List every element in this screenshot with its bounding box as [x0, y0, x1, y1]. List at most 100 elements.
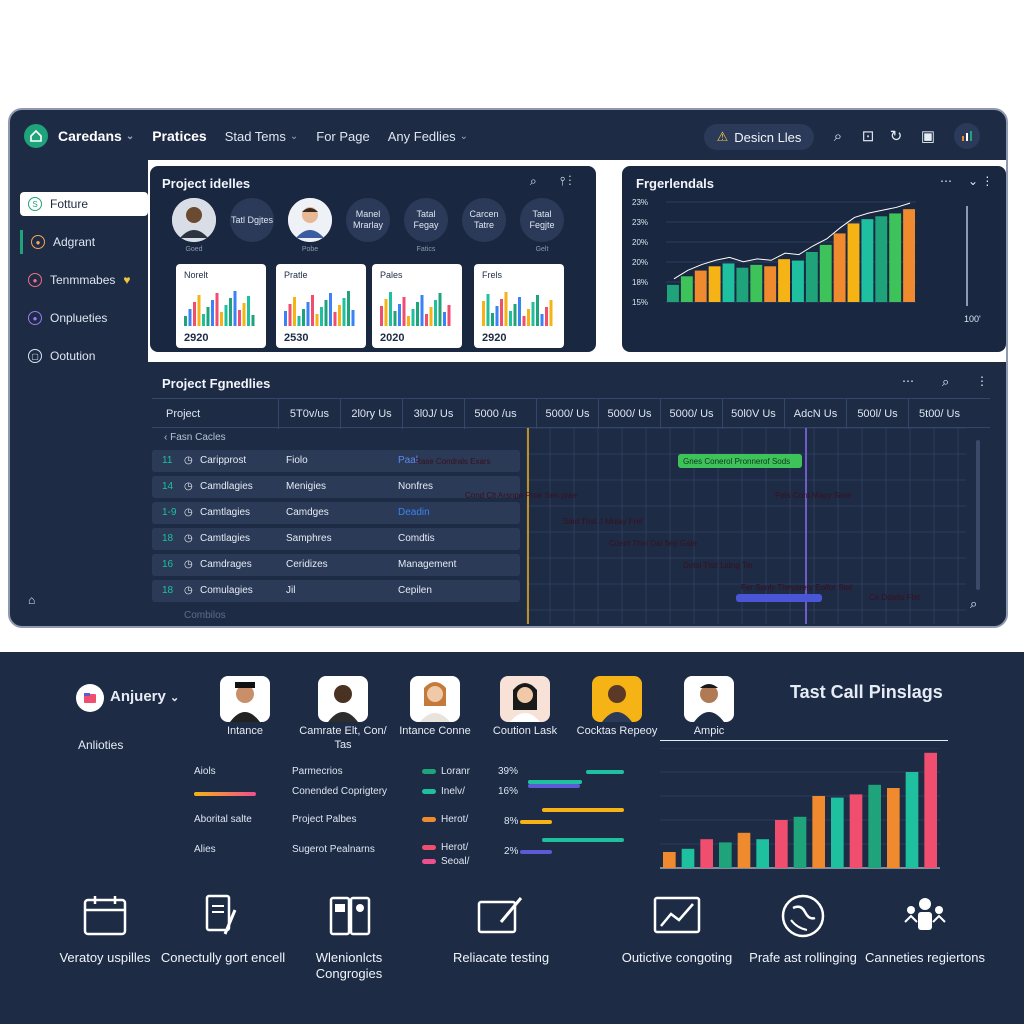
- team-icon: ●: [28, 273, 42, 287]
- mini-bar: [384, 299, 388, 326]
- table-row[interactable]: 1-9 ◷ Camtlagies Camdges Deadin: [152, 502, 520, 524]
- sidebar-item-onplueties[interactable]: ● Onplueties: [20, 306, 148, 330]
- mini-bar: [229, 298, 232, 326]
- mini-bar: [206, 307, 210, 326]
- metric-label: Parmecrios: [292, 766, 343, 777]
- column-header[interactable]: Project: [166, 408, 201, 420]
- table-row[interactable]: 18 ◷ Comulagies Jil Cepilen: [152, 580, 520, 602]
- table-row[interactable]: 14 ◷ Camdlagies Menigies Nonfres: [152, 476, 520, 498]
- filter-icon[interactable]: ⫯ ⋮: [560, 174, 572, 188]
- person-photo-icon: [328, 685, 358, 722]
- mini-bar: [504, 292, 508, 326]
- people-icon: [904, 898, 946, 930]
- card-title: Pratle: [284, 270, 308, 280]
- sidebar-item-fotture[interactable]: S Fotture: [20, 192, 148, 216]
- sidebar-item-adgrant[interactable]: ● Adgrant: [20, 230, 148, 254]
- more-icon[interactable]: ⋯: [940, 174, 952, 188]
- chart-bar: [793, 816, 807, 868]
- person-photo[interactable]: [500, 676, 550, 722]
- column-header[interactable]: 5000/ Us: [536, 399, 598, 429]
- mini-bar: [184, 316, 187, 326]
- chevron-down-icon[interactable]: ⌄ ⋮: [968, 174, 994, 188]
- gantt-bar[interactable]: Said Thst J Mnlay Frel: [558, 514, 666, 528]
- mini-chart-card[interactable]: Norelt 2920: [176, 264, 266, 348]
- table-row[interactable]: 18 ◷ Camtlagies Samphres Comdtis: [152, 528, 520, 550]
- search-icon[interactable]: ⌕: [970, 596, 978, 611]
- mini-bar: [407, 316, 410, 326]
- search-icon[interactable]: ⌕: [833, 127, 843, 145]
- column-header[interactable]: 500l/ Us: [846, 399, 908, 429]
- column-header[interactable]: 3l0J/ Us: [402, 399, 464, 429]
- column-header[interactable]: AdcN Us: [784, 399, 846, 429]
- member-avatar[interactable]: [288, 198, 332, 242]
- mini-chart-card[interactable]: Pales 2020: [372, 264, 462, 348]
- home-logo-icon[interactable]: [24, 124, 48, 148]
- person-photo[interactable]: [318, 676, 368, 722]
- gantt-bar[interactable]: Pels Cont Mapy Siale: [770, 488, 874, 502]
- nav-any-fedlies[interactable]: Any Fedlies ⌄: [388, 129, 468, 144]
- scrollbar[interactable]: [976, 440, 980, 590]
- row-type: Jil: [286, 585, 296, 596]
- person-photo[interactable]: [592, 676, 642, 722]
- sidebar-item-tenmmabes[interactable]: ● Tenmmabes ♥: [20, 268, 148, 292]
- member-chip[interactable]: Carcen Tatre: [462, 198, 506, 242]
- gantt-bar[interactable]: Coent Thel Dat fiep Gale: [604, 536, 710, 550]
- brand-menu[interactable]: Caredans ⌄: [58, 128, 134, 144]
- sidebar-item-ootution[interactable]: ▢ Ootution: [20, 344, 148, 368]
- gantt-bar[interactable]: [736, 594, 822, 602]
- column-header[interactable]: 5000/ Us: [660, 399, 722, 429]
- nav-for-page[interactable]: For Page: [316, 128, 370, 144]
- lock-icon[interactable]: ⊡: [861, 128, 875, 145]
- column-header[interactable]: 5T0v/us: [278, 399, 340, 429]
- mini-bar: [500, 299, 503, 326]
- nav-stad-tems[interactable]: Stad Tems ⌄: [225, 129, 299, 144]
- workspace-icon[interactable]: [76, 684, 104, 712]
- nav-practices[interactable]: Pratices: [152, 128, 207, 144]
- column-header[interactable]: 5t00/ Us: [908, 399, 970, 429]
- person-photo[interactable]: [410, 676, 460, 722]
- column-header[interactable]: 5000 /us: [464, 399, 526, 429]
- group-header[interactable]: ‹ Fasn Cacles: [164, 432, 226, 443]
- search-icon[interactable]: ⌕: [942, 374, 950, 389]
- row-type: Menigies: [286, 481, 327, 492]
- member-chip[interactable]: Tatal Fegay: [404, 198, 448, 242]
- chart-bar: [812, 796, 825, 868]
- search-icon[interactable]: ⌕: [530, 174, 537, 188]
- column-header[interactable]: 2l0ry Us: [340, 399, 402, 429]
- member-chip[interactable]: Tatal Fegjte: [520, 198, 564, 242]
- column-header[interactable]: 50l0V Us: [722, 399, 784, 429]
- kebab-icon[interactable]: ⋮: [976, 374, 988, 388]
- refresh-icon[interactable]: ↻: [889, 128, 903, 145]
- person-label: Camrate Elt, Con/ Tas: [299, 725, 387, 751]
- row-icon: ◷: [184, 507, 193, 518]
- table-row[interactable]: 16 ◷ Camdrages Ceridizes Management: [152, 554, 520, 576]
- gantt-bar[interactable]: Ce Ddatio Flet: [864, 590, 928, 604]
- gantt-bar[interactable]: Detsl Tlsit Lidng Ter: [678, 558, 774, 572]
- mini-chart-card[interactable]: Frels 2920: [474, 264, 564, 348]
- gantt-bar[interactable]: Cond Clt Arsnpe Proe Sen prae: [460, 488, 610, 502]
- member-chip[interactable]: Tatl Dgjtes: [230, 198, 274, 242]
- more-icon[interactable]: ⋯: [902, 374, 914, 388]
- person-photo[interactable]: [684, 676, 734, 722]
- person-photo-icon: [694, 684, 724, 722]
- gantt-header: Project 5T0v/us 2l0ry Us 3l0J/ Us 5000 /…: [152, 398, 990, 429]
- home-icon[interactable]: ⌂: [28, 593, 36, 607]
- column-header[interactable]: 5000/ Us: [598, 399, 660, 429]
- sidebar-item-label: Onplueties: [50, 311, 108, 325]
- notes-icon[interactable]: ▣: [920, 128, 936, 145]
- faded-row[interactable]: Combilos: [184, 610, 226, 621]
- workspace-selector[interactable]: Anjuery ⌄: [110, 688, 179, 705]
- stats-icon[interactable]: [954, 123, 980, 149]
- gantt-bar[interactable]: Rase Condrals Exars: [410, 454, 510, 468]
- chart-bar: [737, 832, 751, 868]
- person-photo[interactable]: [220, 676, 270, 722]
- member-avatar[interactable]: [172, 198, 216, 242]
- table-row[interactable]: 11 ◷ Caripprost Fiolo Paal: [152, 450, 520, 472]
- design-files-button[interactable]: ⚠ Desicn Lles: [704, 124, 814, 150]
- gantt-bar[interactable]: Gnes Conerol Pronnerof Sods: [678, 454, 802, 468]
- mini-chart-card[interactable]: Pratle 2530: [276, 264, 366, 348]
- mini-bar: [495, 306, 499, 326]
- member-chip[interactable]: Manel Mrarlay: [346, 198, 390, 242]
- gantt-bar[interactable]: Fer Sanly Theyarety Eolfor Stal: [736, 580, 878, 594]
- mini-bar: [522, 316, 526, 326]
